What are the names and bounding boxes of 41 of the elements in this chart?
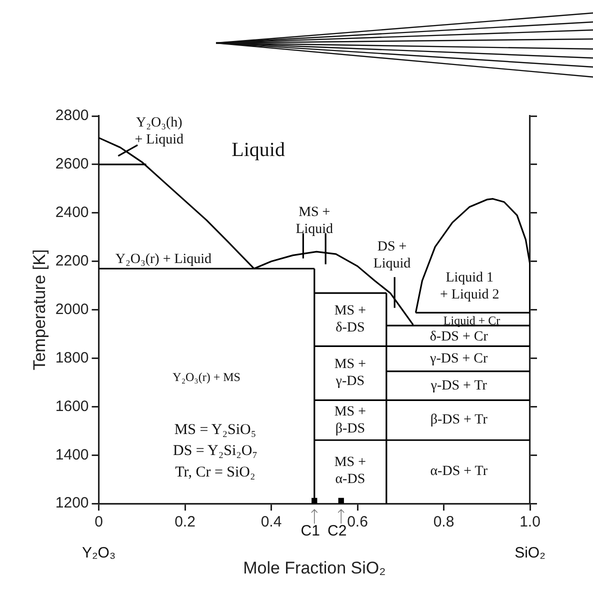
y-tick-label: 2600	[55, 156, 89, 173]
annotation: DS = Y₂Si₂O₇	[172, 443, 258, 460]
annotation: α-DS + Tr	[430, 464, 488, 480]
y-tick-label: 2400	[55, 204, 89, 222]
x-tick-label: 0.8	[433, 514, 454, 531]
y-tick-label: 2000	[55, 300, 89, 318]
y-tick-label: 1600	[55, 398, 89, 415]
annotation: Liquid 1 + Liquid 2	[440, 270, 500, 303]
y-tick-label: 2800	[55, 107, 89, 124]
annotation: MS + γ-DS	[334, 356, 366, 389]
annotation: γ-DS + Tr	[430, 378, 488, 394]
annotation: Tr, Cr = SiO₂	[175, 464, 256, 481]
annotation: MS + α-DS	[334, 454, 366, 487]
x-tick-label: 0.2	[174, 514, 196, 531]
annotation: Liquid	[232, 139, 285, 162]
annotation: MS = Y₂SiO₅	[174, 422, 256, 438]
y-tick-label: 1400	[55, 446, 89, 464]
x-tick-label: 0.4	[260, 514, 282, 531]
x-tick-label: 0.6	[347, 514, 368, 531]
text: SiO₂	[514, 544, 546, 562]
annotation: Y₂O₃(h) + Liquid	[134, 116, 184, 148]
text: Y₂O₃	[82, 544, 116, 562]
annotation: Liquid + Cr	[443, 314, 500, 328]
annotation: Y₂O₃(r) + MS	[172, 370, 240, 384]
y-tick-label: 2200	[55, 252, 89, 270]
annotation: DS + Liquid	[373, 240, 411, 272]
annotation: C1	[300, 522, 320, 540]
annotation: MS + δ-DS	[334, 304, 366, 336]
x-tick-label: 1.0	[520, 514, 540, 531]
y-tick-label: 1200	[55, 494, 89, 512]
annotation: C2	[328, 522, 347, 540]
x-axis-title: Mole Fraction SiO₂	[243, 558, 386, 578]
x-tick-label: 0	[94, 514, 103, 531]
y-tick-label: 1800	[55, 349, 89, 366]
annotation: δ-DS + Cr	[430, 330, 488, 345]
annotation: γ-DS + Cr	[429, 351, 488, 366]
annotation: β-DS + Tr	[430, 412, 488, 428]
annotation: MS + Liquid	[296, 204, 334, 237]
annotation: Y₂O₃(r) + Liquid	[115, 252, 212, 268]
annotation: MS + β-DS	[334, 404, 366, 436]
y-axis-title: Temperature [K]	[30, 249, 49, 370]
